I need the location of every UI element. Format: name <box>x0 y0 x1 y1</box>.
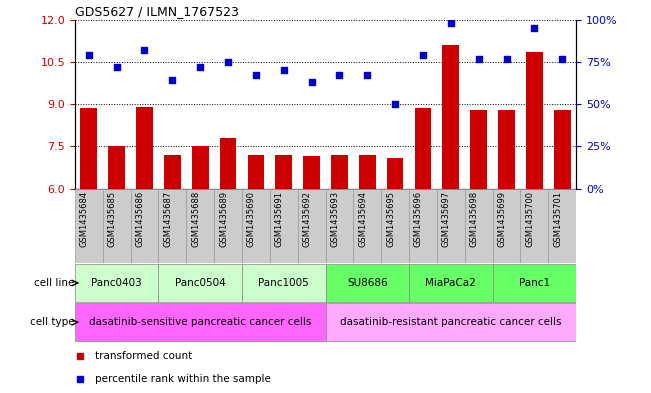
Bar <box>437 189 465 263</box>
Point <box>223 59 233 65</box>
Bar <box>326 264 409 302</box>
Point <box>390 101 400 107</box>
Point <box>445 20 456 26</box>
Point <box>167 77 178 84</box>
Text: GSM1435685: GSM1435685 <box>107 191 117 247</box>
Point <box>83 52 94 58</box>
Bar <box>493 189 520 263</box>
Text: GSM1435697: GSM1435697 <box>442 191 450 247</box>
Point <box>557 55 568 62</box>
Text: Panc1: Panc1 <box>519 278 550 288</box>
Text: transformed count: transformed count <box>95 351 192 361</box>
Text: GDS5627 / ILMN_1767523: GDS5627 / ILMN_1767523 <box>75 6 239 18</box>
Text: GSM1435687: GSM1435687 <box>163 191 173 247</box>
Text: GSM1435696: GSM1435696 <box>414 191 423 247</box>
Bar <box>192 146 208 189</box>
Bar <box>136 107 153 189</box>
Bar <box>242 264 326 302</box>
Bar <box>415 108 432 189</box>
Text: SU8686: SU8686 <box>347 278 387 288</box>
Text: GSM1435691: GSM1435691 <box>275 191 284 247</box>
Text: GSM1435686: GSM1435686 <box>135 191 145 247</box>
Bar <box>303 156 320 189</box>
Bar <box>381 189 409 263</box>
Bar <box>331 155 348 189</box>
Bar <box>75 303 326 341</box>
Bar <box>520 189 548 263</box>
Text: Panc0504: Panc0504 <box>175 278 225 288</box>
Bar <box>103 189 131 263</box>
Point <box>251 72 261 79</box>
Bar <box>158 264 242 302</box>
Bar <box>108 146 125 189</box>
Bar <box>443 45 459 189</box>
Bar <box>465 189 493 263</box>
Bar <box>493 264 576 302</box>
Text: GSM1435695: GSM1435695 <box>386 191 395 247</box>
Text: GSM1435694: GSM1435694 <box>358 191 367 247</box>
Text: GSM1435689: GSM1435689 <box>219 191 228 247</box>
Text: cell type: cell type <box>30 317 75 327</box>
Text: GSM1435700: GSM1435700 <box>525 191 534 247</box>
Point <box>195 64 206 70</box>
Bar <box>214 189 242 263</box>
Bar <box>164 155 181 189</box>
Point <box>307 79 317 85</box>
Bar <box>554 110 570 189</box>
Bar <box>275 155 292 189</box>
Bar <box>158 189 186 263</box>
Text: dasatinib-sensitive pancreatic cancer cells: dasatinib-sensitive pancreatic cancer ce… <box>89 317 311 327</box>
Bar <box>470 110 487 189</box>
Text: GSM1435688: GSM1435688 <box>191 191 201 247</box>
Bar <box>548 189 576 263</box>
Text: GSM1435692: GSM1435692 <box>303 191 312 247</box>
Text: percentile rank within the sample: percentile rank within the sample <box>95 374 271 384</box>
Point <box>279 67 289 73</box>
Point <box>362 72 372 79</box>
Text: GSM1435693: GSM1435693 <box>331 191 339 247</box>
Bar <box>131 189 158 263</box>
Text: cell line: cell line <box>35 278 75 288</box>
Point <box>501 55 512 62</box>
Bar <box>298 189 326 263</box>
Point <box>139 47 150 53</box>
Bar <box>526 52 543 189</box>
Text: GSM1435690: GSM1435690 <box>247 191 256 247</box>
Bar <box>409 264 493 302</box>
Text: Panc0403: Panc0403 <box>91 278 142 288</box>
Bar <box>409 189 437 263</box>
Point <box>334 72 344 79</box>
Point <box>111 64 122 70</box>
Bar <box>387 158 404 189</box>
Text: GSM1435699: GSM1435699 <box>497 191 506 247</box>
Bar <box>270 189 298 263</box>
Bar <box>242 189 270 263</box>
Point <box>473 55 484 62</box>
Bar <box>359 155 376 189</box>
Bar <box>326 189 353 263</box>
Bar <box>247 155 264 189</box>
Point <box>529 25 540 31</box>
Text: GSM1435698: GSM1435698 <box>469 191 478 247</box>
Bar <box>75 264 158 302</box>
Bar <box>75 189 103 263</box>
Bar <box>186 189 214 263</box>
Text: dasatinib-resistant pancreatic cancer cells: dasatinib-resistant pancreatic cancer ce… <box>340 317 562 327</box>
Bar <box>326 303 576 341</box>
Text: Panc1005: Panc1005 <box>258 278 309 288</box>
Bar <box>81 108 97 189</box>
Point <box>418 52 428 58</box>
Text: MiaPaCa2: MiaPaCa2 <box>426 278 476 288</box>
Bar <box>219 138 236 189</box>
Text: GSM1435701: GSM1435701 <box>553 191 562 247</box>
Bar <box>498 110 515 189</box>
Text: GSM1435684: GSM1435684 <box>80 191 89 247</box>
Bar <box>353 189 381 263</box>
